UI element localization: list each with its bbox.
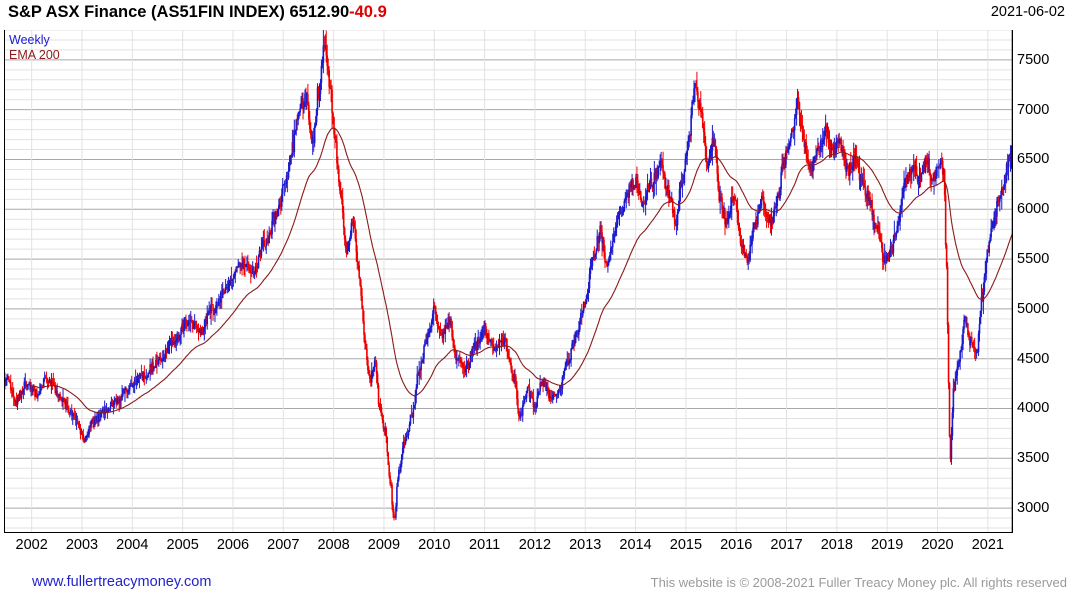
x-tick-label: 2010 — [418, 537, 451, 553]
x-tick-label: 2014 — [619, 537, 652, 553]
x-tick-label: 2015 — [669, 537, 703, 553]
y-tick-label: 4500 — [1017, 350, 1050, 367]
chart-plot-area[interactable] — [4, 30, 1013, 533]
x-tick-label: 2019 — [871, 537, 904, 553]
price-change: -40.9 — [349, 3, 387, 21]
x-tick-label: 2021 — [971, 537, 1004, 553]
price-chart-svg[interactable] — [4, 30, 1013, 533]
y-tick-label: 5500 — [1017, 251, 1050, 268]
major-gridlines — [4, 59, 1013, 509]
y-tick-label: 6500 — [1017, 151, 1050, 168]
vertical-gridlines — [31, 30, 989, 533]
x-tick-label: 2013 — [569, 537, 602, 553]
plot-frame — [4, 30, 1013, 533]
y-tick-label: 7000 — [1017, 101, 1050, 118]
x-tick-label: 2017 — [770, 537, 803, 553]
x-tick-label: 2016 — [720, 537, 753, 553]
chart-header: S&P ASX Finance (AS51FIN INDEX) 6512.90-… — [0, 0, 1075, 28]
y-tick-label: 7500 — [1017, 51, 1050, 68]
y-tick-label: 3500 — [1017, 450, 1050, 467]
x-tick-label: 2018 — [820, 537, 853, 553]
page-title: S&P ASX Finance (AS51FIN INDEX) 6512.90-… — [8, 3, 387, 22]
title-text: S&P ASX Finance (AS51FIN INDEX) 6512.90 — [8, 3, 350, 21]
x-tick-label: 2007 — [267, 537, 300, 553]
x-tick-label: 2006 — [216, 537, 250, 553]
y-tick-label: 4000 — [1017, 400, 1050, 417]
x-tick-label: 2004 — [116, 537, 149, 553]
x-tick-label: 2012 — [518, 537, 552, 553]
y-tick-label: 6000 — [1017, 201, 1050, 218]
x-tick-label: 2020 — [921, 537, 954, 553]
site-url-link[interactable]: www.fullertreacymoney.com — [32, 574, 212, 590]
ohlc-bars — [4, 30, 1013, 521]
ema-200-line — [29, 127, 1013, 414]
as-of-date: 2021-06-02 — [990, 4, 1065, 20]
x-tick-label: 2009 — [367, 537, 401, 553]
x-tick-label: 2002 — [15, 537, 48, 553]
y-tick-label: 5000 — [1017, 300, 1050, 317]
x-tick-label: 2011 — [469, 537, 501, 553]
chart-footer: www.fullertreacymoney.com This website i… — [0, 572, 1075, 598]
minor-gridlines — [4, 30, 1013, 529]
y-axis-labels: 3000 3500 4000 4500 5000 5500 6000 6500 7000 7500 — [1017, 30, 1075, 533]
x-tick-label: 2003 — [65, 537, 99, 553]
x-tick-label: 2008 — [317, 537, 350, 553]
x-tick-label: 2005 — [166, 537, 199, 553]
y-tick-label: 3000 — [1017, 500, 1050, 517]
x-axis-labels: 2002 2003 2004 2005 2006 2007 2008 2009 2010 2011… — [0, 537, 1075, 561]
copyright-notice: This website is © 2008-2021 Fuller Treac… — [650, 575, 1067, 590]
